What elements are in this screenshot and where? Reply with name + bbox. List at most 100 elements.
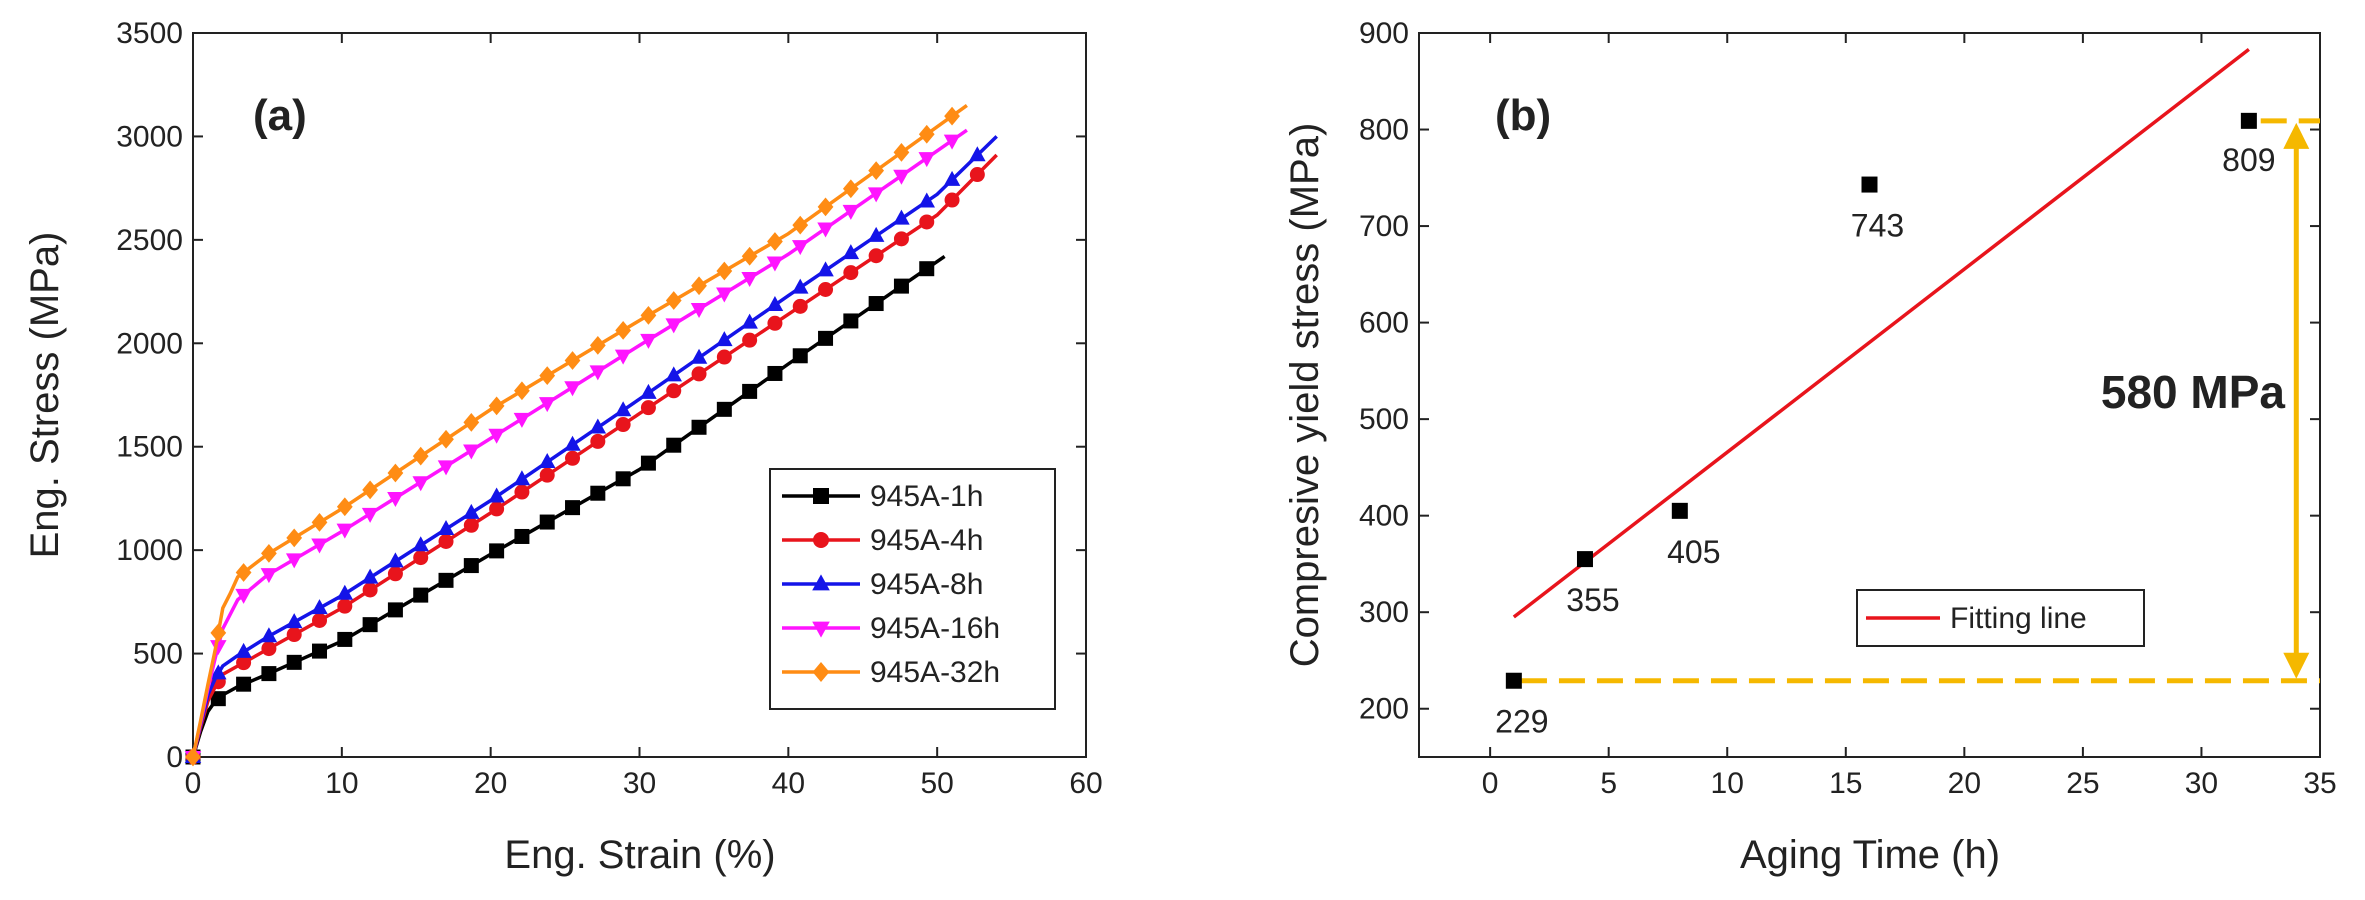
x-tick-label: 35: [2303, 767, 2336, 800]
series-marker-945A-16h: [867, 187, 885, 203]
series-marker-945A-4h: [261, 641, 277, 657]
series-marker-945A-16h: [716, 287, 733, 303]
series-marker-945A-8h: [969, 146, 986, 162]
series-marker-945A-1h: [514, 528, 530, 544]
series-marker-945A-4h: [337, 598, 353, 614]
series-marker-945A-8h: [488, 487, 505, 503]
plot-frame: [1418, 32, 2321, 758]
series-marker-945A-4h: [514, 484, 530, 500]
series-marker-945A-4h: [362, 582, 378, 598]
series-marker-945A-4h: [919, 214, 935, 230]
data-point: [1861, 176, 1878, 193]
series-marker-945A-8h: [640, 383, 657, 399]
series-marker-945A-8h: [412, 536, 429, 552]
y-tick-label: 1000: [116, 534, 183, 567]
series-marker-945A-32h: [918, 124, 935, 144]
series-marker-945A-16h: [690, 302, 708, 318]
series-marker-945A-16h: [614, 349, 632, 365]
x-tick-label: 60: [1069, 767, 1102, 800]
series-marker-945A-1h: [236, 676, 252, 692]
legend-label: 945A-1h: [870, 480, 983, 513]
series-marker-945A-32h: [311, 513, 328, 532]
y-tick-label: 900: [1359, 17, 1409, 50]
x-tick-label: 25: [2066, 767, 2099, 800]
difference-arrow-head-up: [2283, 122, 2310, 149]
x-tick-label: 10: [325, 767, 358, 800]
series-marker-945A-32h: [767, 232, 783, 251]
y-tick-label: 800: [1359, 114, 1409, 147]
series-marker-945A-8h: [741, 313, 758, 329]
series-marker-945A-32h: [640, 305, 657, 325]
series-marker-945A-32h: [893, 143, 910, 162]
x-tick-label: 15: [1829, 767, 1862, 800]
series-marker-945A-1h: [387, 602, 403, 618]
x-tick-label: 10: [1711, 767, 1744, 800]
series-marker-945A-8h: [842, 244, 860, 260]
series-marker-945A-1h: [210, 691, 226, 707]
series-marker-945A-1h: [716, 401, 732, 417]
legend-label: 945A-32h: [870, 656, 1000, 689]
series-marker-945A-32h: [817, 197, 834, 217]
y-tick-label: 0: [166, 741, 183, 774]
series-marker-945A-16h: [210, 640, 227, 656]
series-marker-945A-32h: [615, 320, 632, 340]
x-tick-label: 20: [474, 767, 507, 800]
data-point-label: 743: [1851, 208, 1904, 244]
series-marker-945A-8h: [235, 642, 252, 658]
series-marker-945A-4h: [944, 192, 960, 208]
chart-a: 0 10 20 30 40 50 60 0 500 1000 1500 2000 2500 3000 350…: [23, 17, 1103, 877]
y-tick-label: 3500: [116, 17, 183, 50]
series-marker-945A-8h: [463, 503, 480, 519]
y-tick-label: 700: [1359, 210, 1409, 243]
series-marker-945A-16h: [766, 256, 784, 272]
series-marker-945A-16h: [741, 272, 758, 288]
x-tick-label: 50: [920, 767, 953, 800]
series-line-945A-1h: [191, 254, 946, 758]
series-marker-945A-4h: [691, 366, 707, 382]
series-marker-945A-4h: [893, 231, 909, 247]
data-point: [1576, 551, 1593, 568]
difference-arrow-head-down: [2283, 652, 2310, 679]
series-marker-945A-4h: [640, 400, 656, 416]
series-marker-945A-4h: [312, 612, 328, 628]
x-axis-title: Aging Time (h): [1740, 833, 2000, 877]
series-marker-945A-4h: [969, 167, 985, 183]
series-marker-945A-32h: [842, 179, 859, 199]
legend-label: 945A-4h: [870, 524, 983, 557]
series-marker-945A-8h: [538, 452, 556, 468]
series-marker-945A-16h: [488, 428, 505, 444]
series-marker-945A-1h: [792, 348, 808, 364]
series-marker-945A-1h: [919, 261, 935, 277]
legend-marker-945A-4h: [813, 532, 829, 548]
series-marker-945A-4h: [236, 655, 252, 671]
series-marker-945A-8h: [665, 366, 682, 382]
series-marker-945A-4h: [868, 248, 884, 264]
series-marker-945A-1h: [590, 485, 606, 501]
y-tick-label: 200: [1359, 693, 1409, 726]
series-marker-945A-8h: [918, 192, 935, 208]
series-marker-945A-16h: [893, 169, 910, 185]
series-marker-945A-8h: [766, 296, 784, 312]
y-tick-label: 300: [1359, 596, 1409, 629]
series-marker-945A-32h: [564, 351, 581, 370]
x-axis-title: Eng. Strain (%): [504, 833, 775, 877]
series-marker-945A-32h: [691, 276, 707, 296]
series-marker-945A-32h: [362, 480, 378, 500]
series-marker-945A-16h: [361, 507, 379, 523]
series-marker-945A-4h: [818, 282, 834, 298]
series-marker-945A-16h: [564, 381, 581, 397]
series-marker-945A-32h: [210, 623, 227, 643]
series-marker-945A-32h: [741, 246, 758, 266]
y-tick-label: 500: [133, 638, 183, 671]
series-marker-945A-1h: [818, 330, 834, 346]
series-marker-945A-32h: [716, 261, 733, 281]
series-marker-945A-8h: [614, 401, 632, 417]
series-marker-945A-8h: [943, 170, 961, 186]
series-marker-945A-16h: [842, 204, 860, 220]
series-marker-945A-4h: [387, 566, 403, 582]
legend-b: Fitting line: [1856, 589, 2145, 647]
series-marker-945A-8h: [893, 209, 910, 225]
series-marker-945A-32h: [539, 366, 556, 386]
legend-marker-945A-32h: [812, 662, 830, 682]
